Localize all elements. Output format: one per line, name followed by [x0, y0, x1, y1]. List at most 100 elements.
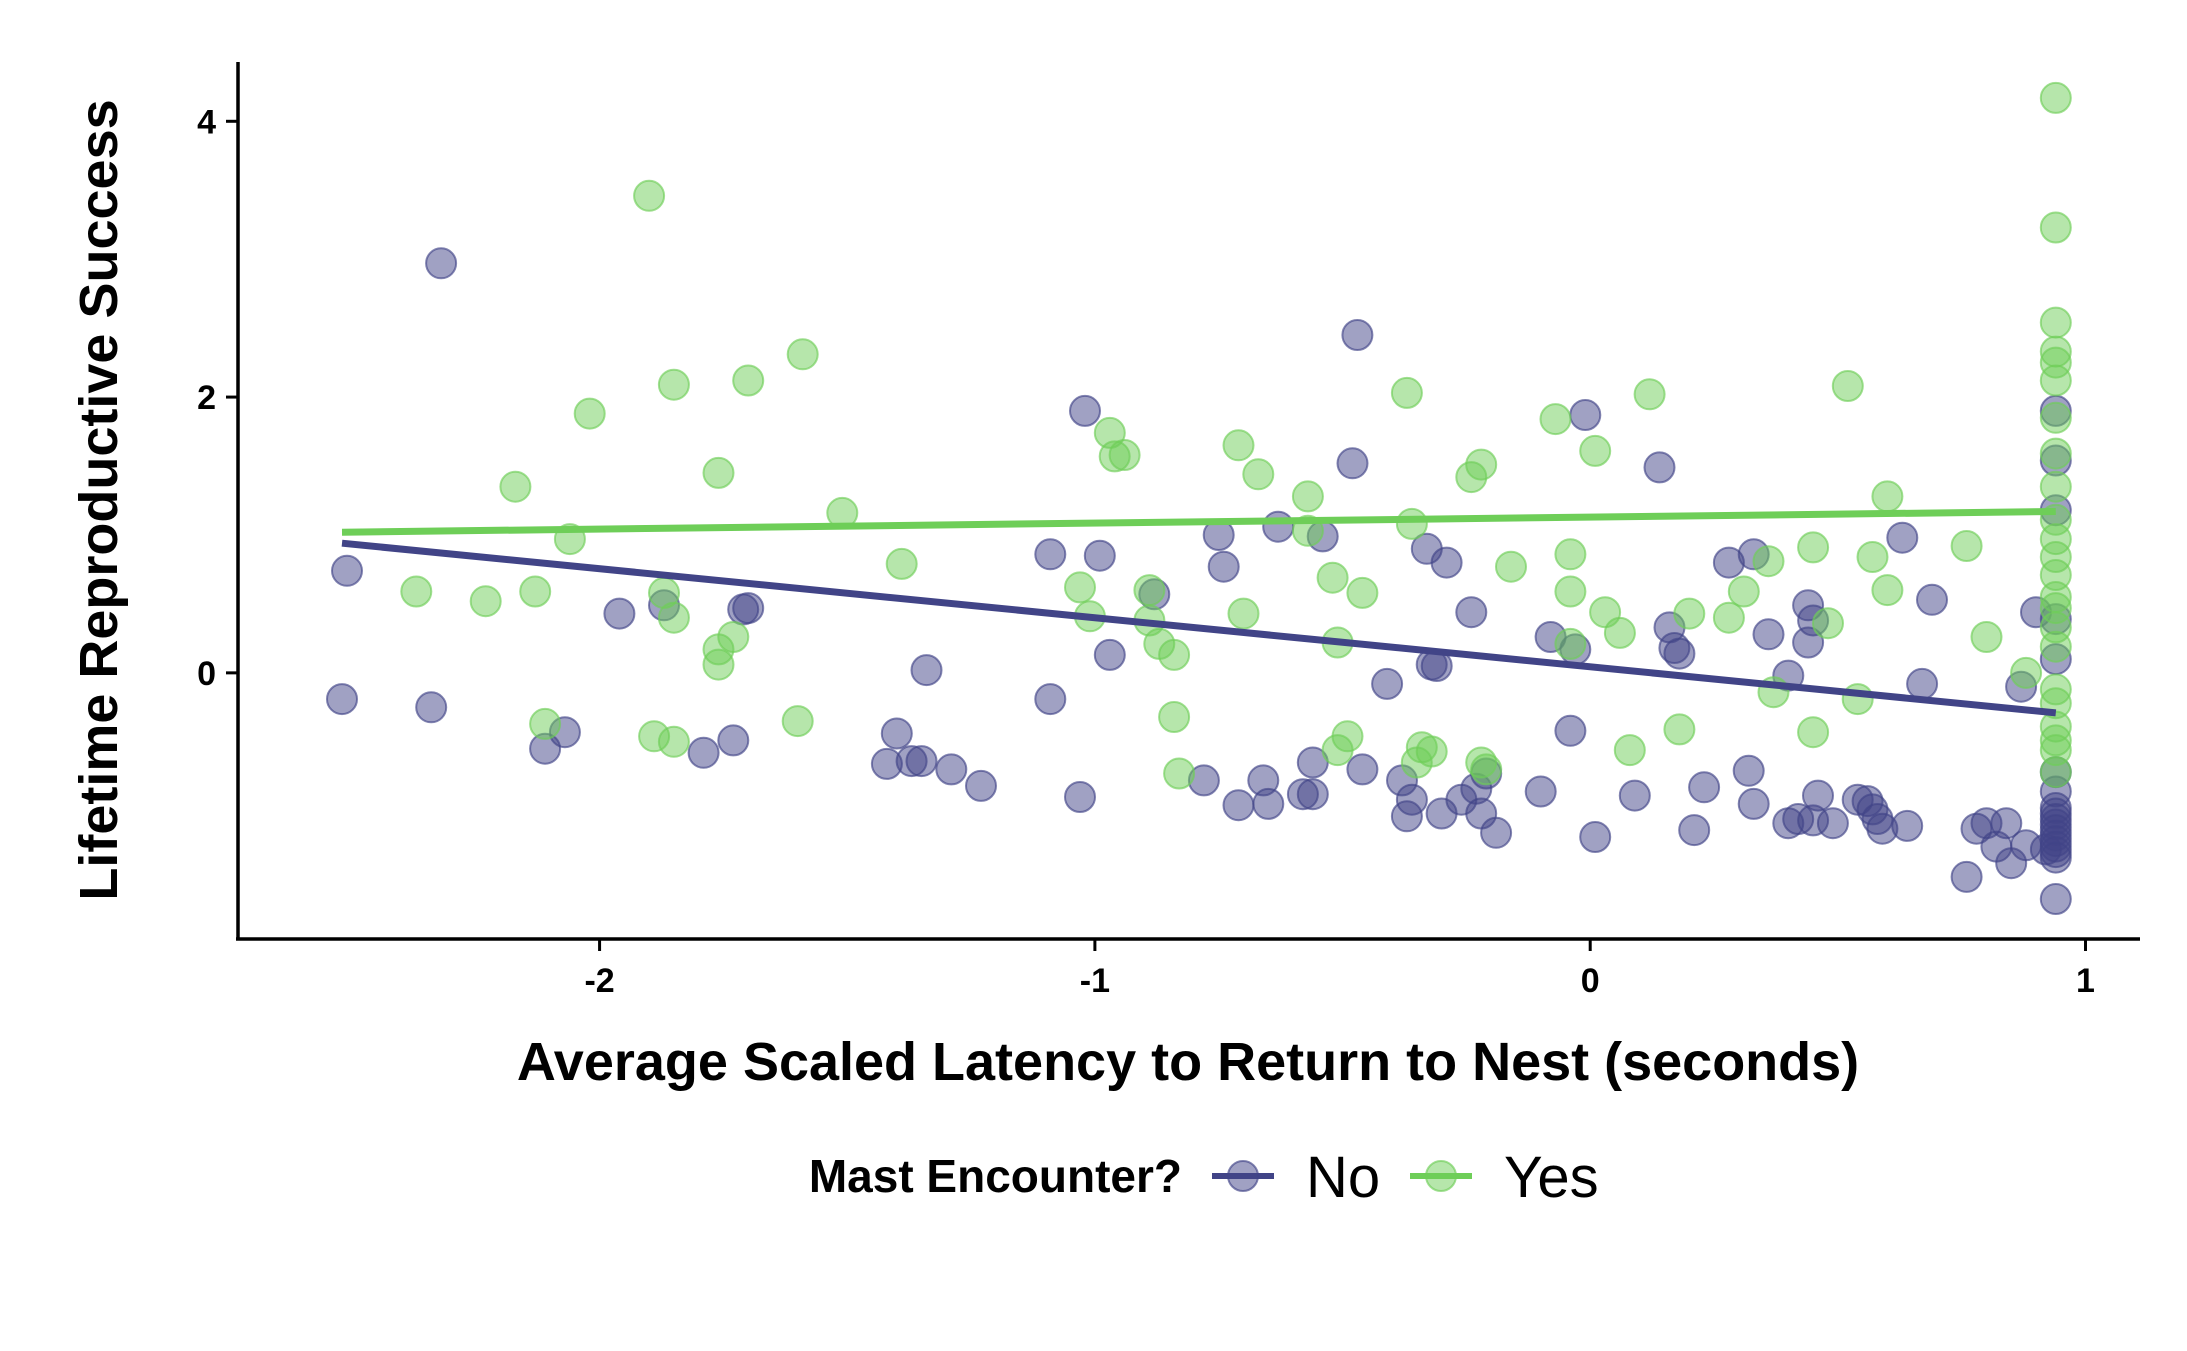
- point-no: [1064, 781, 1096, 813]
- point-no: [1480, 816, 1513, 849]
- point-yes: [1841, 683, 1874, 716]
- point-no: [1990, 807, 2023, 840]
- point-no: [905, 745, 938, 778]
- point-no: [1752, 618, 1785, 651]
- point-yes: [717, 621, 750, 653]
- point-no: [1341, 319, 1374, 351]
- point-no: [331, 554, 363, 587]
- point-yes: [657, 368, 690, 401]
- point-no: [1643, 451, 1676, 484]
- point-no: [1579, 821, 1612, 853]
- trend-line-no: [341, 539, 2057, 717]
- point-yes: [633, 179, 666, 212]
- y-axis-ticks: 0 2 4: [197, 103, 238, 693]
- point-no: [1207, 550, 1240, 583]
- point-no: [2039, 841, 2072, 874]
- point-no: [1093, 638, 1126, 671]
- point-yes: [1108, 439, 1141, 471]
- point-no: [732, 592, 765, 625]
- point-yes: [1970, 621, 2003, 653]
- point-yes: [1797, 716, 1830, 749]
- point-yes: [1797, 531, 1830, 564]
- point-yes: [1331, 720, 1364, 753]
- point-yes: [702, 456, 735, 489]
- point-yes: [1539, 403, 1572, 436]
- y-tick-label: 4: [197, 103, 216, 141]
- x-tick-label: 0: [1581, 962, 1600, 1000]
- point-no: [1034, 538, 1067, 571]
- point-yes: [1871, 574, 1904, 607]
- trend-line-yes: [341, 508, 2056, 536]
- point-no: [1886, 521, 1919, 554]
- legend-label-no: No: [1306, 1145, 1380, 1210]
- point-yes: [885, 547, 918, 580]
- point-yes: [519, 575, 552, 608]
- x-tick-label: 1: [2076, 962, 2095, 1000]
- point-yes: [1495, 550, 1527, 583]
- point-yes: [1133, 574, 1166, 607]
- point-no: [1371, 667, 1404, 700]
- point-yes: [1603, 616, 1636, 649]
- point-no: [1069, 394, 1101, 427]
- point-no: [1678, 814, 1711, 847]
- point-yes: [657, 725, 690, 758]
- point-no: [2039, 883, 2072, 915]
- point-yes: [1222, 429, 1255, 462]
- point-yes: [732, 364, 765, 397]
- point-yes: [2039, 81, 2072, 114]
- point-no: [1732, 754, 1765, 787]
- point-yes: [2039, 756, 2072, 789]
- point-no: [1950, 860, 1983, 893]
- point-yes: [1950, 530, 1983, 562]
- point-yes: [1727, 575, 1760, 608]
- point-yes: [2039, 211, 2072, 244]
- point-no: [1891, 809, 1924, 842]
- point-yes: [657, 601, 690, 634]
- point-no: [1346, 753, 1379, 786]
- point-yes: [1242, 458, 1275, 491]
- point-yes: [1856, 541, 1889, 573]
- point-no: [717, 724, 750, 757]
- point-yes: [1712, 601, 1745, 634]
- point-yes: [1554, 627, 1587, 660]
- point-yes: [1633, 378, 1666, 411]
- point-no: [1569, 399, 1602, 431]
- point-yes: [781, 705, 814, 738]
- point-no: [1663, 637, 1696, 670]
- point-yes: [1470, 753, 1503, 786]
- point-yes: [499, 470, 532, 503]
- series-yes-points: [400, 81, 2072, 790]
- point-no: [1034, 683, 1067, 716]
- y-tick-label: 0: [197, 655, 216, 693]
- point-yes: [2039, 437, 2072, 470]
- point-no: [1737, 787, 1770, 820]
- point-yes: [2039, 364, 2072, 397]
- point-no: [1906, 667, 1939, 700]
- x-axis-title: Average Scaled Latency to Return to Nest…: [517, 1032, 1859, 1092]
- point-no: [603, 597, 636, 630]
- point-yes: [1064, 571, 1096, 604]
- points-layer: [326, 81, 2072, 915]
- point-no: [425, 247, 458, 280]
- trend-lines: [341, 508, 2057, 717]
- point-no: [935, 753, 968, 786]
- point-yes: [1227, 597, 1260, 630]
- point-yes: [1163, 757, 1196, 790]
- point-yes: [2039, 630, 2072, 663]
- point-no: [1524, 775, 1557, 808]
- point-no: [1618, 779, 1651, 812]
- point-no: [1262, 510, 1295, 543]
- point-yes: [2010, 656, 2043, 689]
- point-no: [1395, 783, 1428, 816]
- point-yes: [1554, 575, 1587, 608]
- point-no: [1083, 539, 1116, 572]
- point-no: [1916, 583, 1948, 616]
- point-yes: [1395, 507, 1428, 540]
- y-axis-title: Lifetime Reproductive Success: [69, 99, 129, 900]
- point-no: [880, 717, 913, 750]
- legend-key-point-yes: [1425, 1160, 1457, 1192]
- point-no: [965, 769, 997, 802]
- legend-label-yes: Yes: [1504, 1145, 1599, 1210]
- x-axis-ticks: -2 -1 0 1: [584, 939, 2095, 1000]
